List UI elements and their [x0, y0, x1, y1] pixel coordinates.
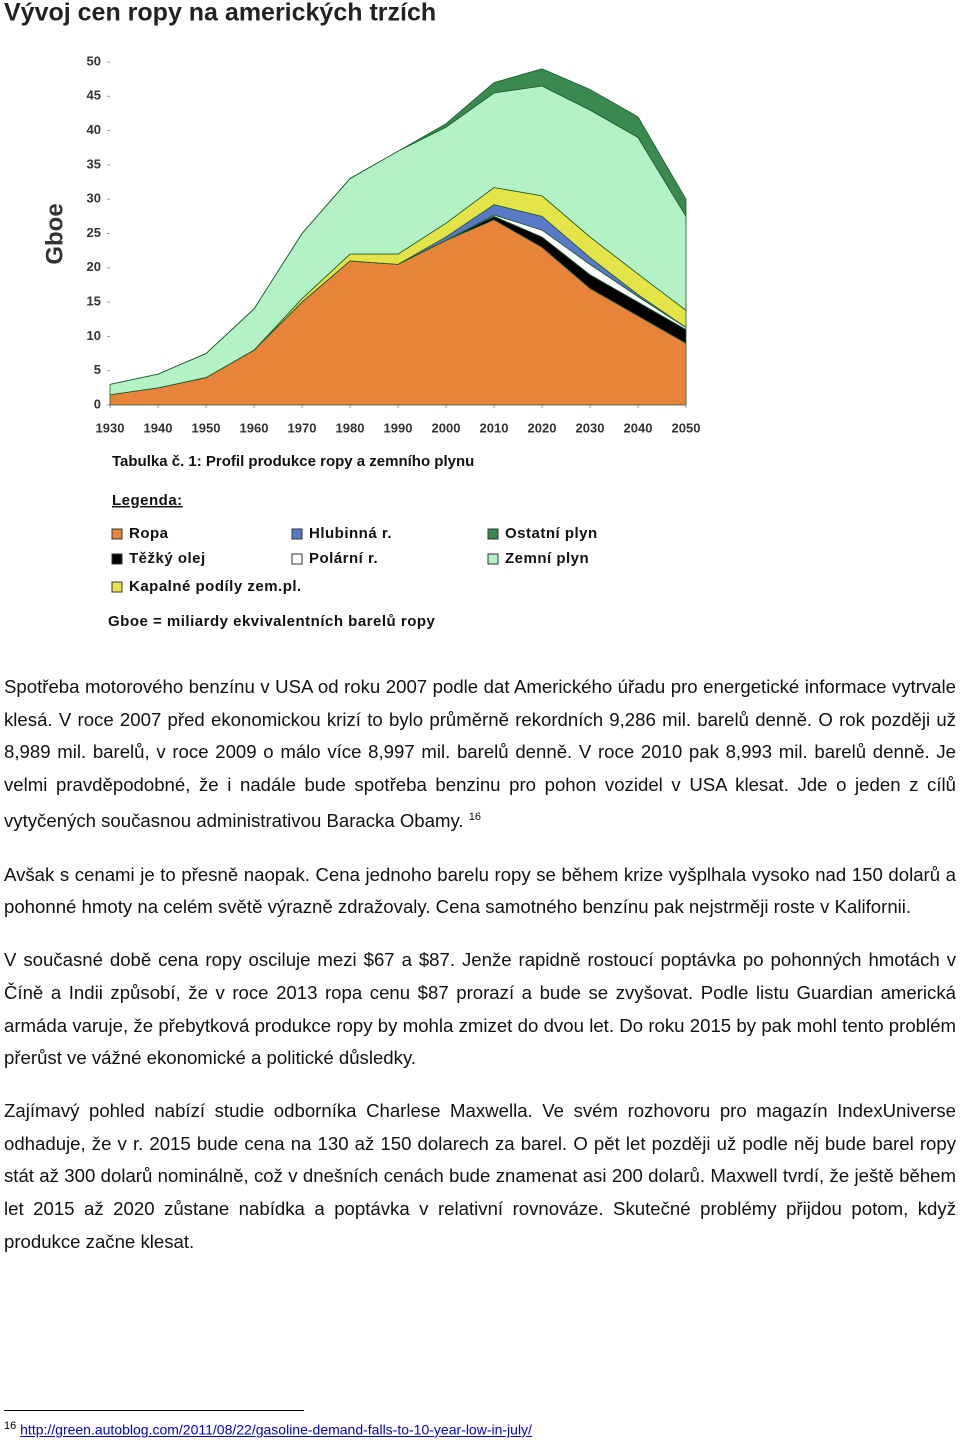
legend-title: Legenda: [112, 492, 183, 509]
paragraph-text: Spotřeba motorového benzínu v USA od rok… [4, 676, 956, 832]
paragraph-text: Avšak s cenami je to přesně naopak. Cena… [4, 863, 956, 918]
x-tick-label: 2050 [672, 420, 701, 435]
x-tick-label: 1940 [144, 420, 173, 435]
chart: 0 5 10 15 20 25 30 35 40 45 50 1930 1940 1950 1960 1970… [87, 53, 701, 435]
footnote-link[interactable]: http://green.autoblog.com/2011/08/22/gas… [20, 1421, 532, 1438]
legend-swatch [111, 581, 123, 593]
body-text: Spotřeba motorového benzínu v USA od rok… [4, 671, 956, 1279]
legend-label: Kapalné podíly zem.pl. [129, 578, 302, 595]
x-tick-label: 1990 [384, 420, 413, 435]
footnote-number: 16 [4, 1420, 17, 1432]
y-tick-label: 30 [87, 191, 101, 206]
paragraph: Avšak s cenami je to přesně naopak. Cena… [4, 859, 956, 924]
footnote-rule [4, 1410, 304, 1411]
x-tick-label: 2000 [432, 420, 461, 435]
figure: Vývoj cen ropy na amerických trzích 0 5 10… [4, 0, 701, 630]
y-tick-label: 40 [87, 122, 101, 137]
x-tick-label: 1970 [288, 420, 317, 435]
y-tick-label: 5 [94, 362, 101, 377]
x-tick-label: 2040 [624, 420, 653, 435]
legend-swatch [111, 528, 123, 540]
legend-swatch [291, 528, 303, 540]
y-tick-label: 35 [87, 156, 101, 171]
x-tick-label: 1950 [192, 420, 221, 435]
heading: Vývoj cen ropy na amerických trzích [4, 0, 436, 27]
y-axis-label: Gboe [41, 203, 68, 264]
y-tick-label: 25 [87, 225, 101, 240]
paragraph: V současné době cena ropy osciluje mezi … [4, 944, 956, 1074]
legend-label: Hlubinná r. [309, 525, 392, 542]
paragraph-text: V současné době cena ropy osciluje mezi … [4, 949, 956, 1069]
y-tick-label: 10 [87, 328, 101, 343]
legend-label: Ostatní plyn [505, 525, 598, 542]
y-tick-label: 0 [94, 396, 101, 411]
legend-label: Ropa [129, 525, 169, 542]
x-tick-label: 2020 [528, 420, 557, 435]
legend-label: Polární r. [309, 550, 378, 567]
legend-swatch [487, 528, 499, 540]
legend-swatch [487, 553, 499, 565]
paragraph-text: Zajímavý pohled nabízí studie odborníka … [4, 1100, 956, 1252]
chart-caption: Tabulka č. 1: Profil produkce ropy a zem… [112, 453, 474, 470]
y-tick-label: 50 [87, 53, 101, 68]
legend-label: Těžký olej [129, 550, 206, 567]
x-tick-label: 1960 [240, 420, 269, 435]
legend-label: Zemní plyn [505, 550, 589, 567]
y-tick-label: 20 [87, 259, 101, 274]
paragraph: Spotřeba motorového benzínu v USA od rok… [4, 671, 956, 838]
legend-swatch [111, 553, 123, 565]
y-tick-label: 15 [87, 294, 101, 309]
x-tick-label: 2010 [480, 420, 509, 435]
x-tick-label: 1980 [336, 420, 365, 435]
footnote-ref: 16 [468, 811, 481, 824]
area [109, 68, 687, 385]
paragraph: Zajímavý pohled nabízí studie odborníka … [4, 1095, 956, 1258]
legend-swatch [291, 553, 303, 565]
footnote: 16 http://green.autoblog.com/2011/08/22/… [4, 1420, 532, 1438]
y-tick-label: 45 [87, 88, 101, 103]
chart-note: Gboe = miliardy ekvivalentních barelů ro… [108, 613, 436, 630]
x-tick-label: 1930 [96, 420, 125, 435]
x-tick-label: 2030 [576, 420, 605, 435]
